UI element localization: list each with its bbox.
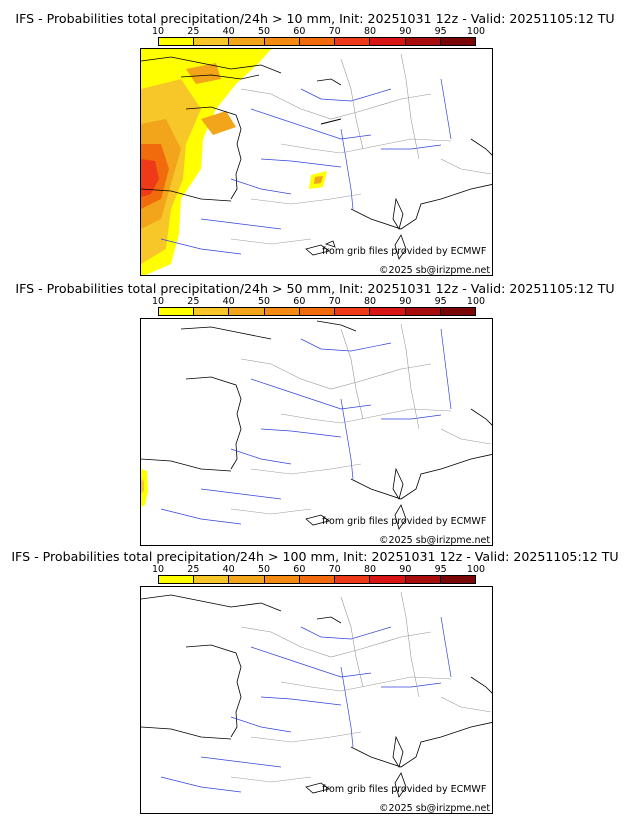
map-canvas — [141, 320, 492, 530]
colorbar-swatch — [159, 308, 195, 315]
colorbar-tick-label: 95 — [434, 564, 447, 575]
colorbar-swatch — [299, 576, 336, 583]
colorbar-swatch — [440, 308, 475, 315]
colorbar-tick-label: 10 — [151, 26, 165, 37]
colorbar-swatch — [335, 308, 371, 315]
colorbar-tick-label: 100 — [466, 26, 486, 37]
colorbar-swatches — [158, 307, 476, 316]
colorbar-swatch — [159, 576, 195, 583]
colorbar-swatch — [299, 308, 336, 315]
colorbar-swatch — [335, 576, 371, 583]
admin-borders — [230, 591, 492, 783]
probability-map: from grib files provided by ECMWF ©2025 … — [140, 48, 493, 276]
colorbar-tick-label: 90 — [399, 26, 412, 37]
colorbar-swatch — [229, 576, 265, 583]
colorbar-tick-label: 95 — [434, 26, 447, 37]
map-canvas — [141, 49, 492, 275]
colorbar-tick-label: 70 — [328, 296, 341, 307]
coastline — [141, 320, 492, 530]
colorbar-swatch — [440, 576, 475, 583]
colorbar-tick-label: 60 — [293, 26, 306, 37]
colorbar-tick-label: 50 — [257, 564, 271, 575]
panel-title: IFS - Probabilities total precipitation/… — [15, 11, 615, 26]
panel-title: IFS - Probabilities total precipitation/… — [11, 549, 619, 564]
colorbar-swatches — [158, 37, 476, 46]
colorbar-swatch — [370, 308, 406, 315]
colorbar-swatches — [158, 575, 476, 584]
source-credit: from grib files provided by ECMWF — [322, 784, 487, 795]
copyright-credit: ©2025 sb@irizpme.net — [379, 803, 491, 814]
colorbar-swatch — [440, 38, 475, 45]
colorbar-tick-label: 95 — [434, 296, 447, 307]
colorbar-swatch — [405, 38, 441, 45]
colorbar-tick-label: 60 — [293, 296, 306, 307]
map-panel-10mm: IFS - Probabilities total precipitation/… — [0, 0, 630, 278]
colorbar-swatch — [229, 38, 265, 45]
colorbar-tick-label: 100 — [466, 564, 486, 575]
colorbar-tick-label: 80 — [363, 296, 377, 307]
colorbar: 10 25 40 50 60 70 80 90 95 100 — [152, 564, 485, 584]
colorbar-ticks: 10 25 40 50 60 70 80 90 95 100 — [152, 26, 485, 37]
source-credit: from grib files provided by ECMWF — [322, 516, 487, 527]
admin-borders — [230, 53, 492, 245]
colorbar-tick-label: 25 — [187, 564, 200, 575]
colorbar-tick-label: 90 — [399, 296, 412, 307]
colorbar-tick-label: 90 — [399, 564, 412, 575]
colorbar-ticks: 10 25 40 50 60 70 80 90 95 100 — [152, 564, 485, 575]
probability-map: from grib files provided by ECMWF ©2025 … — [140, 318, 493, 546]
colorbar: 10 25 40 50 60 70 80 90 95 100 — [152, 26, 485, 46]
colorbar-tick-label: 70 — [328, 26, 341, 37]
colorbar-swatch — [194, 308, 230, 315]
colorbar-swatch — [299, 38, 336, 45]
colorbar-tick-label: 25 — [187, 296, 200, 307]
coastline — [141, 594, 492, 798]
rivers — [160, 328, 452, 525]
coastline — [141, 56, 492, 260]
source-credit: from grib files provided by ECMWF — [322, 246, 487, 257]
colorbar-swatch — [264, 38, 300, 45]
colorbar-ticks: 10 25 40 50 60 70 80 90 95 100 — [152, 296, 485, 307]
colorbar-tick-label: 70 — [328, 564, 341, 575]
panel-title: IFS - Probabilities total precipitation/… — [15, 281, 615, 296]
map-canvas — [141, 591, 492, 798]
colorbar-swatch — [229, 308, 265, 315]
colorbar-swatch — [405, 576, 441, 583]
admin-borders — [230, 323, 492, 515]
coastline-lake — [320, 118, 342, 125]
colorbar-swatch — [335, 38, 371, 45]
colorbar-tick-label: 25 — [187, 26, 200, 37]
colorbar-swatch — [370, 576, 406, 583]
colorbar-swatch — [405, 308, 441, 315]
colorbar-tick-label: 80 — [363, 564, 377, 575]
colorbar-swatch — [159, 38, 195, 45]
colorbar-tick-label: 50 — [257, 296, 271, 307]
probability-shading — [141, 49, 327, 275]
colorbar: 10 25 40 50 60 70 80 90 95 100 — [152, 296, 485, 316]
colorbar-swatch — [370, 38, 406, 45]
map-panel-50mm: IFS - Probabilities total precipitation/… — [15, 281, 615, 546]
colorbar-swatch — [194, 576, 230, 583]
colorbar-tick-label: 10 — [151, 564, 165, 575]
colorbar-tick-label: 40 — [222, 564, 235, 575]
rivers — [160, 616, 452, 793]
colorbar-tick-label: 10 — [151, 296, 165, 307]
colorbar-tick-label: 60 — [293, 564, 306, 575]
colorbar-tick-label: 40 — [222, 26, 235, 37]
colorbar-swatch — [264, 576, 300, 583]
colorbar-tick-label: 80 — [363, 26, 377, 37]
copyright-credit: ©2025 sb@irizpme.net — [379, 535, 491, 546]
probability-map: from grib files provided by ECMWF ©2025 … — [140, 586, 493, 814]
colorbar-swatch — [264, 308, 300, 315]
colorbar-tick-label: 100 — [466, 296, 486, 307]
probability-shading — [141, 469, 148, 507]
colorbar-tick-label: 40 — [222, 296, 235, 307]
rivers — [160, 78, 452, 255]
colorbar-tick-label: 50 — [257, 26, 271, 37]
colorbar-swatch — [194, 38, 230, 45]
copyright-credit: ©2025 sb@irizpme.net — [379, 265, 491, 276]
